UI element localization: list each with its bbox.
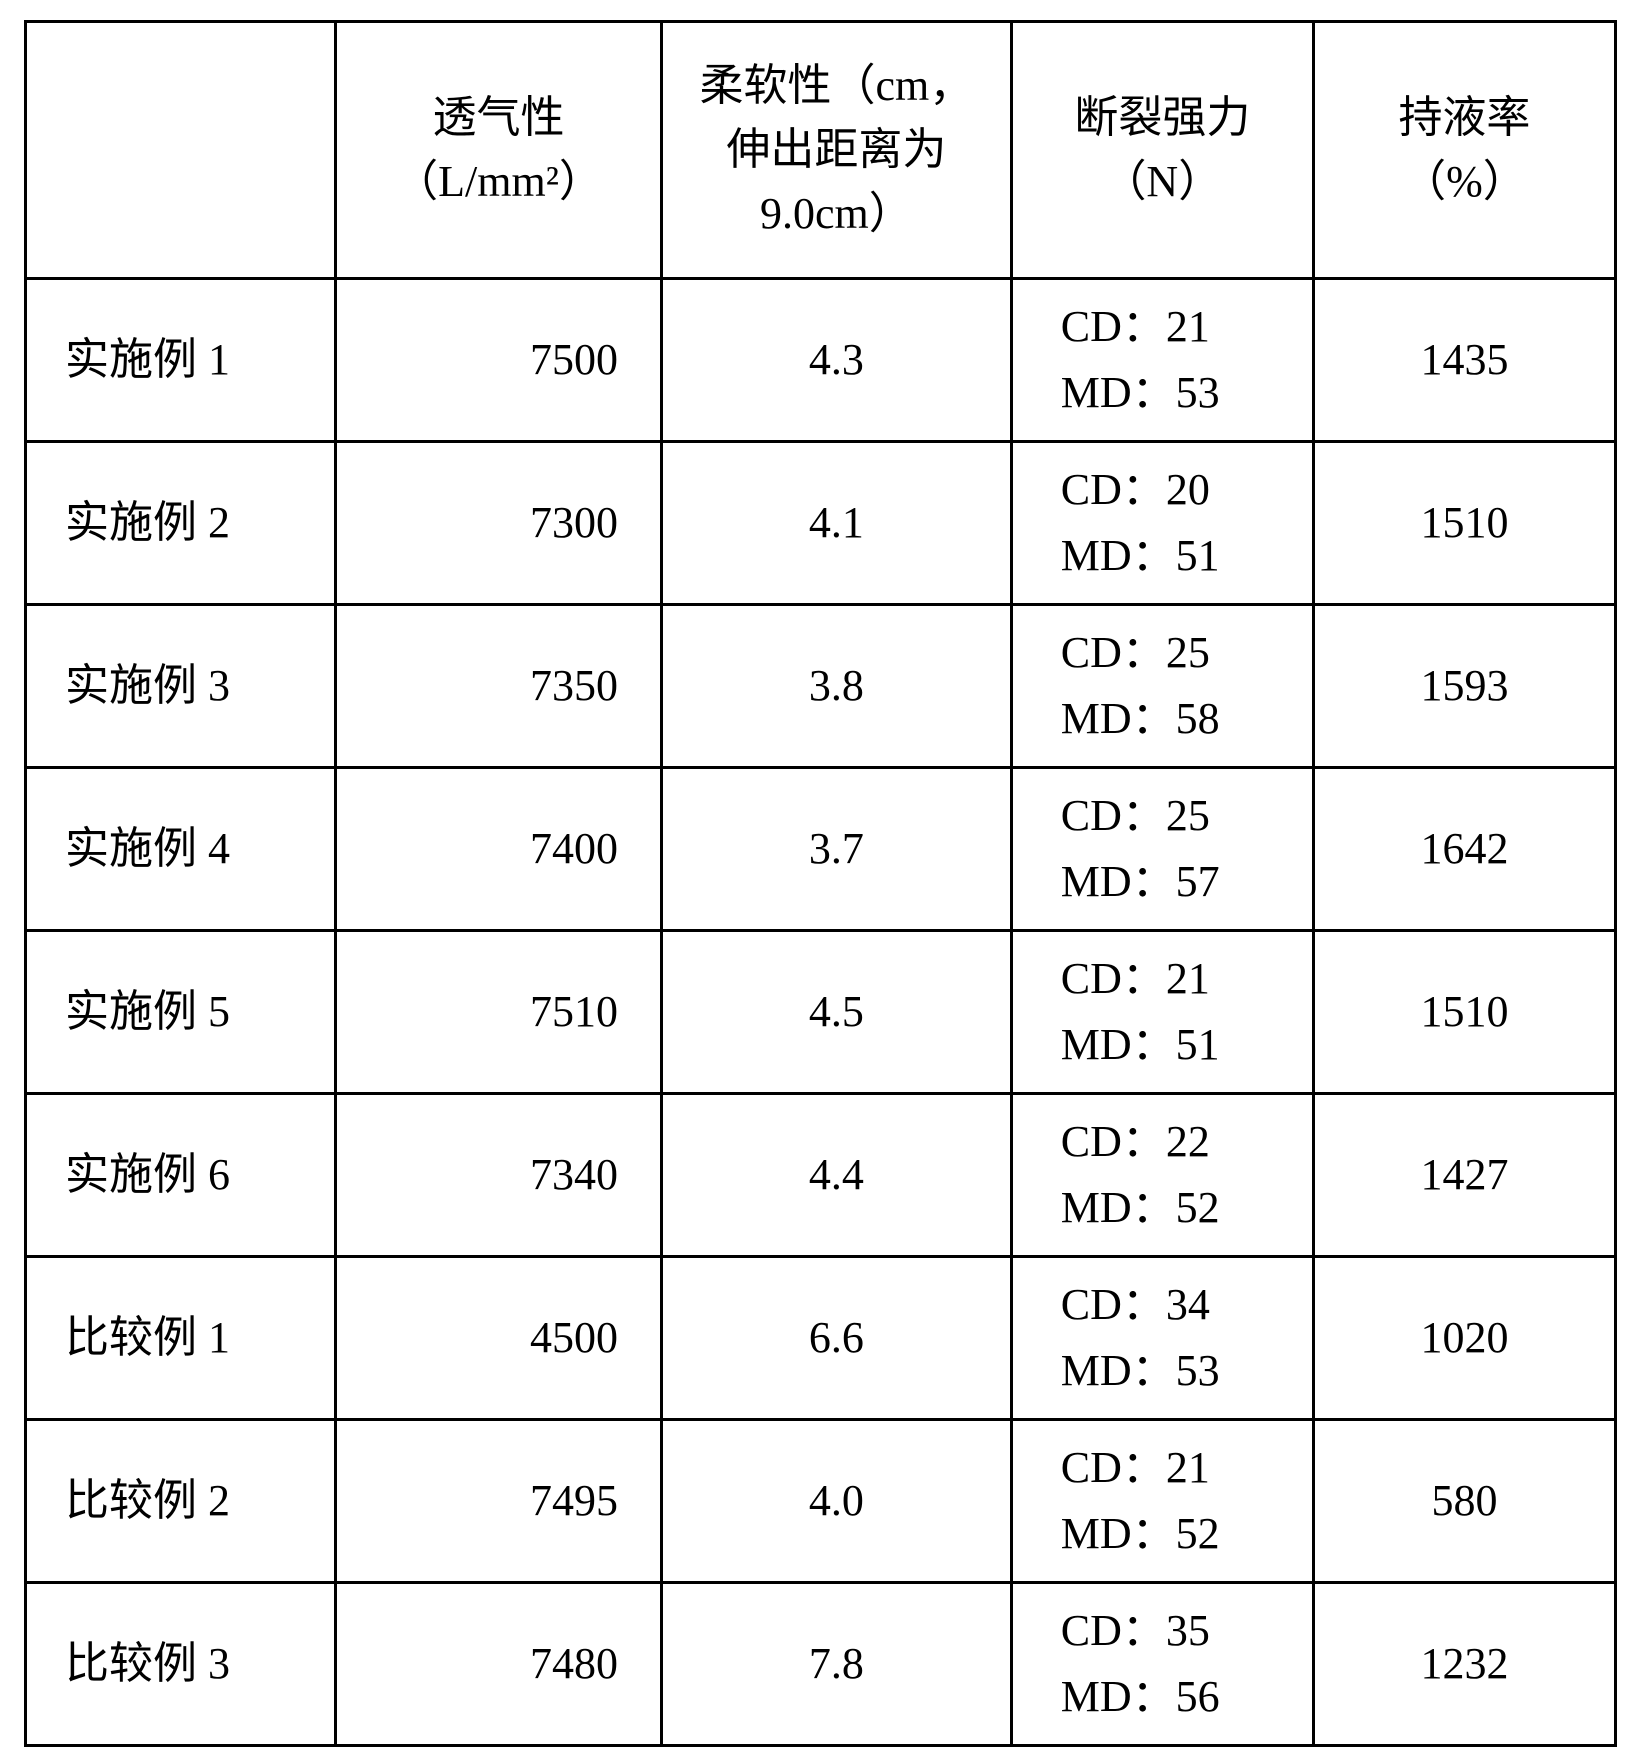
cell-liquid-retention: 1510 bbox=[1313, 931, 1615, 1094]
cell-sample-name: 比较例 1 bbox=[26, 1257, 336, 1420]
cell-breaking-strength-cd: CD：34 bbox=[1061, 1272, 1220, 1338]
cell-sample-name: 实施例 6 bbox=[26, 1094, 336, 1257]
header-liquid-retention: 持液率 （%） bbox=[1313, 22, 1615, 279]
cell-sample-name: 实施例 1 bbox=[26, 279, 336, 442]
cell-liquid-retention: 1435 bbox=[1313, 279, 1615, 442]
page: 透气性 （L/mm²） 柔软性（cm， 伸出距离为 9.0cm） 断裂强力 （N… bbox=[0, 0, 1641, 1745]
cell-breaking-strength-md: MD：51 bbox=[1061, 523, 1220, 589]
cell-permeability: 7500 bbox=[336, 279, 662, 442]
cell-liquid-retention: 1510 bbox=[1313, 442, 1615, 605]
header-breaking-strength-l1: 断裂强力 bbox=[1074, 86, 1250, 150]
cell-permeability: 7340 bbox=[336, 1094, 662, 1257]
cell-breaking-strength-cd: CD：25 bbox=[1061, 783, 1220, 849]
cell-breaking-strength-cd: CD：22 bbox=[1061, 1109, 1220, 1175]
table-header-row: 透气性 （L/mm²） 柔软性（cm， 伸出距离为 9.0cm） 断裂强力 （N… bbox=[26, 22, 1616, 279]
table-row: 比较例 274954.0CD：21MD：52580 bbox=[26, 1420, 1616, 1583]
cell-breaking-strength: CD：21MD：52 bbox=[1011, 1420, 1313, 1583]
cell-breaking-strength-cd: CD：21 bbox=[1061, 946, 1220, 1012]
cell-breaking-strength-md: MD：56 bbox=[1061, 1664, 1220, 1730]
cell-breaking-strength: CD：22MD：52 bbox=[1011, 1094, 1313, 1257]
cell-softness: 3.8 bbox=[661, 605, 1011, 768]
table-row: 实施例 474003.7CD：25MD：571642 bbox=[26, 768, 1616, 931]
cell-breaking-strength: CD：35MD：56 bbox=[1011, 1583, 1313, 1746]
cell-sample-name: 比较例 2 bbox=[26, 1420, 336, 1583]
cell-breaking-strength: CD：25MD：58 bbox=[1011, 605, 1313, 768]
cell-breaking-strength: CD：21MD：53 bbox=[1011, 279, 1313, 442]
table-row: 比较例 374807.8CD：35MD：561232 bbox=[26, 1583, 1616, 1746]
cell-liquid-retention: 1427 bbox=[1313, 1094, 1615, 1257]
cell-breaking-strength: CD：34MD：53 bbox=[1011, 1257, 1313, 1420]
cell-sample-name: 实施例 3 bbox=[26, 605, 336, 768]
table-row: 实施例 175004.3CD：21MD：531435 bbox=[26, 279, 1616, 442]
cell-breaking-strength-md: MD：53 bbox=[1061, 1338, 1220, 1404]
cell-breaking-strength: CD：21MD：51 bbox=[1011, 931, 1313, 1094]
table-row: 比较例 145006.6CD：34MD：531020 bbox=[26, 1257, 1616, 1420]
cell-breaking-strength-md: MD：58 bbox=[1061, 686, 1220, 752]
cell-softness: 4.0 bbox=[661, 1420, 1011, 1583]
cell-sample-name: 实施例 5 bbox=[26, 931, 336, 1094]
cell-softness: 4.5 bbox=[661, 931, 1011, 1094]
cell-breaking-strength-cd: CD：21 bbox=[1061, 1435, 1220, 1501]
header-permeability-l1: 透气性 bbox=[433, 86, 565, 150]
cell-breaking-strength-cd: CD：25 bbox=[1061, 620, 1220, 686]
cell-sample-name: 实施例 4 bbox=[26, 768, 336, 931]
table-row: 实施例 373503.8CD：25MD：581593 bbox=[26, 605, 1616, 768]
header-liquid-retention-l1: 持液率 bbox=[1398, 86, 1530, 150]
table-row: 实施例 575104.5CD：21MD：511510 bbox=[26, 931, 1616, 1094]
header-softness-l3: 9.0cm） bbox=[760, 182, 913, 246]
cell-liquid-retention: 1593 bbox=[1313, 605, 1615, 768]
table-row: 实施例 273004.1CD：20MD：511510 bbox=[26, 442, 1616, 605]
header-blank bbox=[26, 22, 336, 279]
cell-permeability: 7400 bbox=[336, 768, 662, 931]
cell-breaking-strength-cd: CD：35 bbox=[1061, 1598, 1220, 1664]
cell-breaking-strength-cd: CD：20 bbox=[1061, 457, 1220, 523]
cell-softness: 4.1 bbox=[661, 442, 1011, 605]
cell-softness: 7.8 bbox=[661, 1583, 1011, 1746]
header-permeability-l2: （L/mm²） bbox=[394, 150, 603, 214]
cell-liquid-retention: 580 bbox=[1313, 1420, 1615, 1583]
header-permeability: 透气性 （L/mm²） bbox=[336, 22, 662, 279]
cell-softness: 6.6 bbox=[661, 1257, 1011, 1420]
cell-sample-name: 实施例 2 bbox=[26, 442, 336, 605]
cell-breaking-strength-md: MD：52 bbox=[1061, 1501, 1220, 1567]
cell-sample-name: 比较例 3 bbox=[26, 1583, 336, 1746]
header-breaking-strength-l2: （N） bbox=[1102, 150, 1222, 214]
cell-breaking-strength-md: MD：53 bbox=[1061, 360, 1220, 426]
cell-breaking-strength-cd: CD：21 bbox=[1061, 294, 1220, 360]
cell-softness: 4.3 bbox=[661, 279, 1011, 442]
table-row: 实施例 673404.4CD：22MD：521427 bbox=[26, 1094, 1616, 1257]
cell-permeability: 7480 bbox=[336, 1583, 662, 1746]
cell-softness: 3.7 bbox=[661, 768, 1011, 931]
cell-softness: 4.4 bbox=[661, 1094, 1011, 1257]
cell-breaking-strength-md: MD：52 bbox=[1061, 1175, 1220, 1241]
cell-liquid-retention: 1232 bbox=[1313, 1583, 1615, 1746]
data-table: 透气性 （L/mm²） 柔软性（cm， 伸出距离为 9.0cm） 断裂强力 （N… bbox=[24, 20, 1617, 1747]
cell-liquid-retention: 1642 bbox=[1313, 768, 1615, 931]
header-liquid-retention-l2: （%） bbox=[1402, 150, 1527, 214]
header-softness-l1: 柔软性（cm， bbox=[700, 54, 974, 118]
cell-liquid-retention: 1020 bbox=[1313, 1257, 1615, 1420]
cell-breaking-strength-md: MD：51 bbox=[1061, 1012, 1220, 1078]
cell-permeability: 7495 bbox=[336, 1420, 662, 1583]
cell-permeability: 7300 bbox=[336, 442, 662, 605]
cell-permeability: 7350 bbox=[336, 605, 662, 768]
cell-permeability: 4500 bbox=[336, 1257, 662, 1420]
cell-breaking-strength: CD：25MD：57 bbox=[1011, 768, 1313, 931]
cell-breaking-strength-md: MD：57 bbox=[1061, 849, 1220, 915]
cell-permeability: 7510 bbox=[336, 931, 662, 1094]
cell-breaking-strength: CD：20MD：51 bbox=[1011, 442, 1313, 605]
header-softness-l2: 伸出距离为 bbox=[726, 118, 946, 182]
table-body: 实施例 175004.3CD：21MD：531435实施例 273004.1CD… bbox=[26, 279, 1616, 1746]
header-breaking-strength: 断裂强力 （N） bbox=[1011, 22, 1313, 279]
header-softness: 柔软性（cm， 伸出距离为 9.0cm） bbox=[661, 22, 1011, 279]
